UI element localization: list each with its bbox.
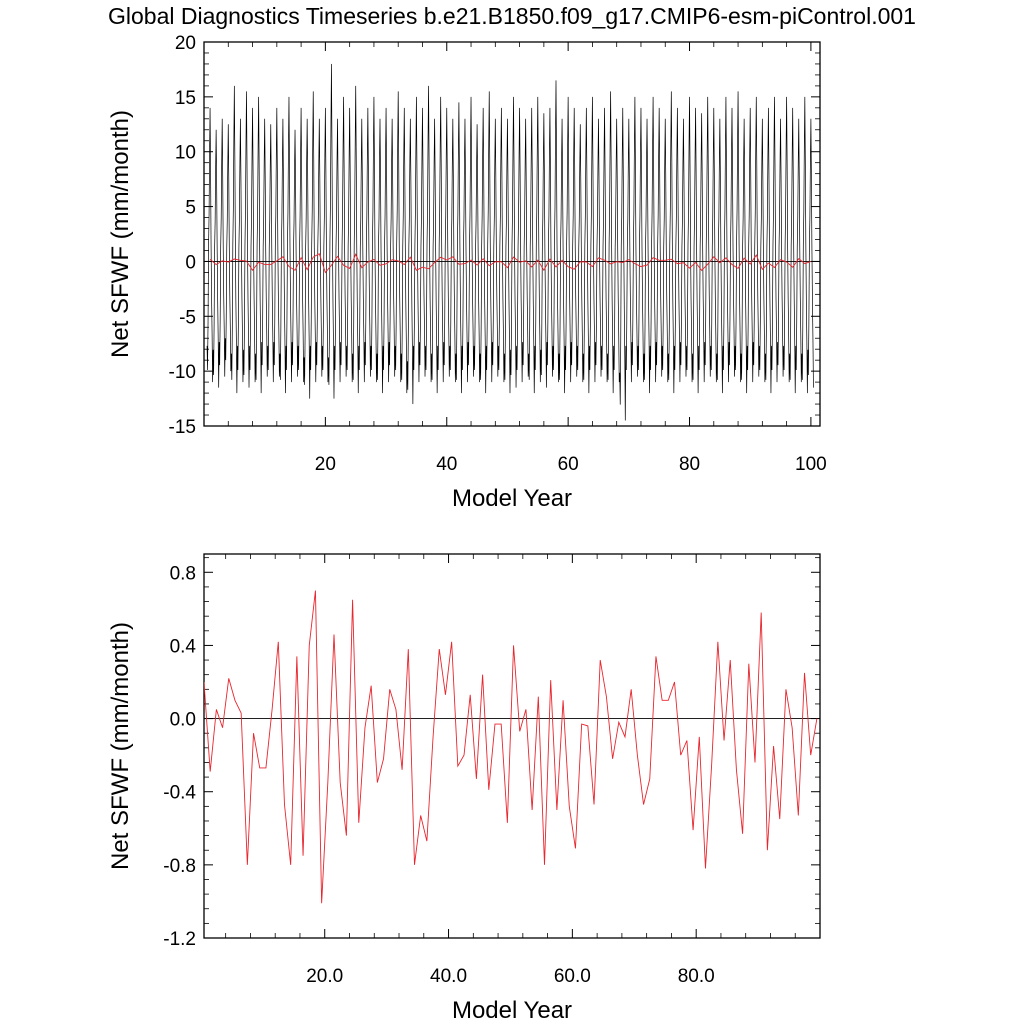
x-tick-label: 60.0 [554, 966, 591, 987]
series-annual-mean-line [204, 590, 818, 904]
y-tick-label: -0.4 [163, 783, 196, 804]
y-tick-label: -15 [169, 417, 196, 438]
y-tick-label: 15 [175, 88, 196, 109]
series-monthly-line [206, 63, 814, 421]
x-tick-label: 40.0 [430, 966, 467, 987]
y-tick-label: 20 [175, 33, 196, 54]
y-axis-label: Net SFWF (mm/month) [107, 622, 134, 870]
y-tick-label: -5 [179, 307, 196, 328]
x-axis-label: Model Year [452, 485, 572, 512]
y-tick-label: -0.8 [163, 856, 196, 877]
y-tick-label: -1.2 [163, 929, 196, 950]
plot-frame [203, 41, 821, 427]
y-tick-label: 0.4 [170, 636, 197, 657]
series-annual-mean-line [209, 253, 812, 274]
y-tick-label: 10 [175, 143, 196, 164]
x-tick-label: 20 [315, 454, 336, 475]
data-layer [204, 590, 818, 904]
y-tick-label: 0.8 [170, 563, 196, 584]
x-tick-label: 20.0 [306, 966, 343, 987]
data-layer [206, 63, 814, 421]
bottom-chart: -1.2 -0.8 -0.4 0.0 0.4 0.8 20.0 40.0 60.0 80.0 Mod… [107, 553, 821, 1024]
x-tick-label: 80.0 [678, 966, 715, 987]
x-tick-label: 60 [558, 454, 579, 475]
plot-frame [203, 553, 821, 939]
y-axis-label: Net SFWF (mm/month) [107, 110, 134, 358]
figure-title: Global Diagnostics Timeseries b.e21.B185… [108, 3, 916, 29]
x-axis-label: Model Year [452, 997, 572, 1024]
x-tick-label: 80 [679, 454, 700, 475]
x-tick-label: 100 [795, 454, 827, 475]
x-tick-label: 40 [436, 454, 457, 475]
y-tick-label: 0 [185, 252, 196, 273]
y-tick-label: 0.0 [170, 710, 196, 731]
y-tick-label: 5 [185, 198, 196, 219]
y-tick-label: -10 [169, 362, 196, 383]
top-chart: -15 -10 -5 0 5 10 15 20 20 40 60 80 100 Model Year Net… [107, 33, 827, 512]
